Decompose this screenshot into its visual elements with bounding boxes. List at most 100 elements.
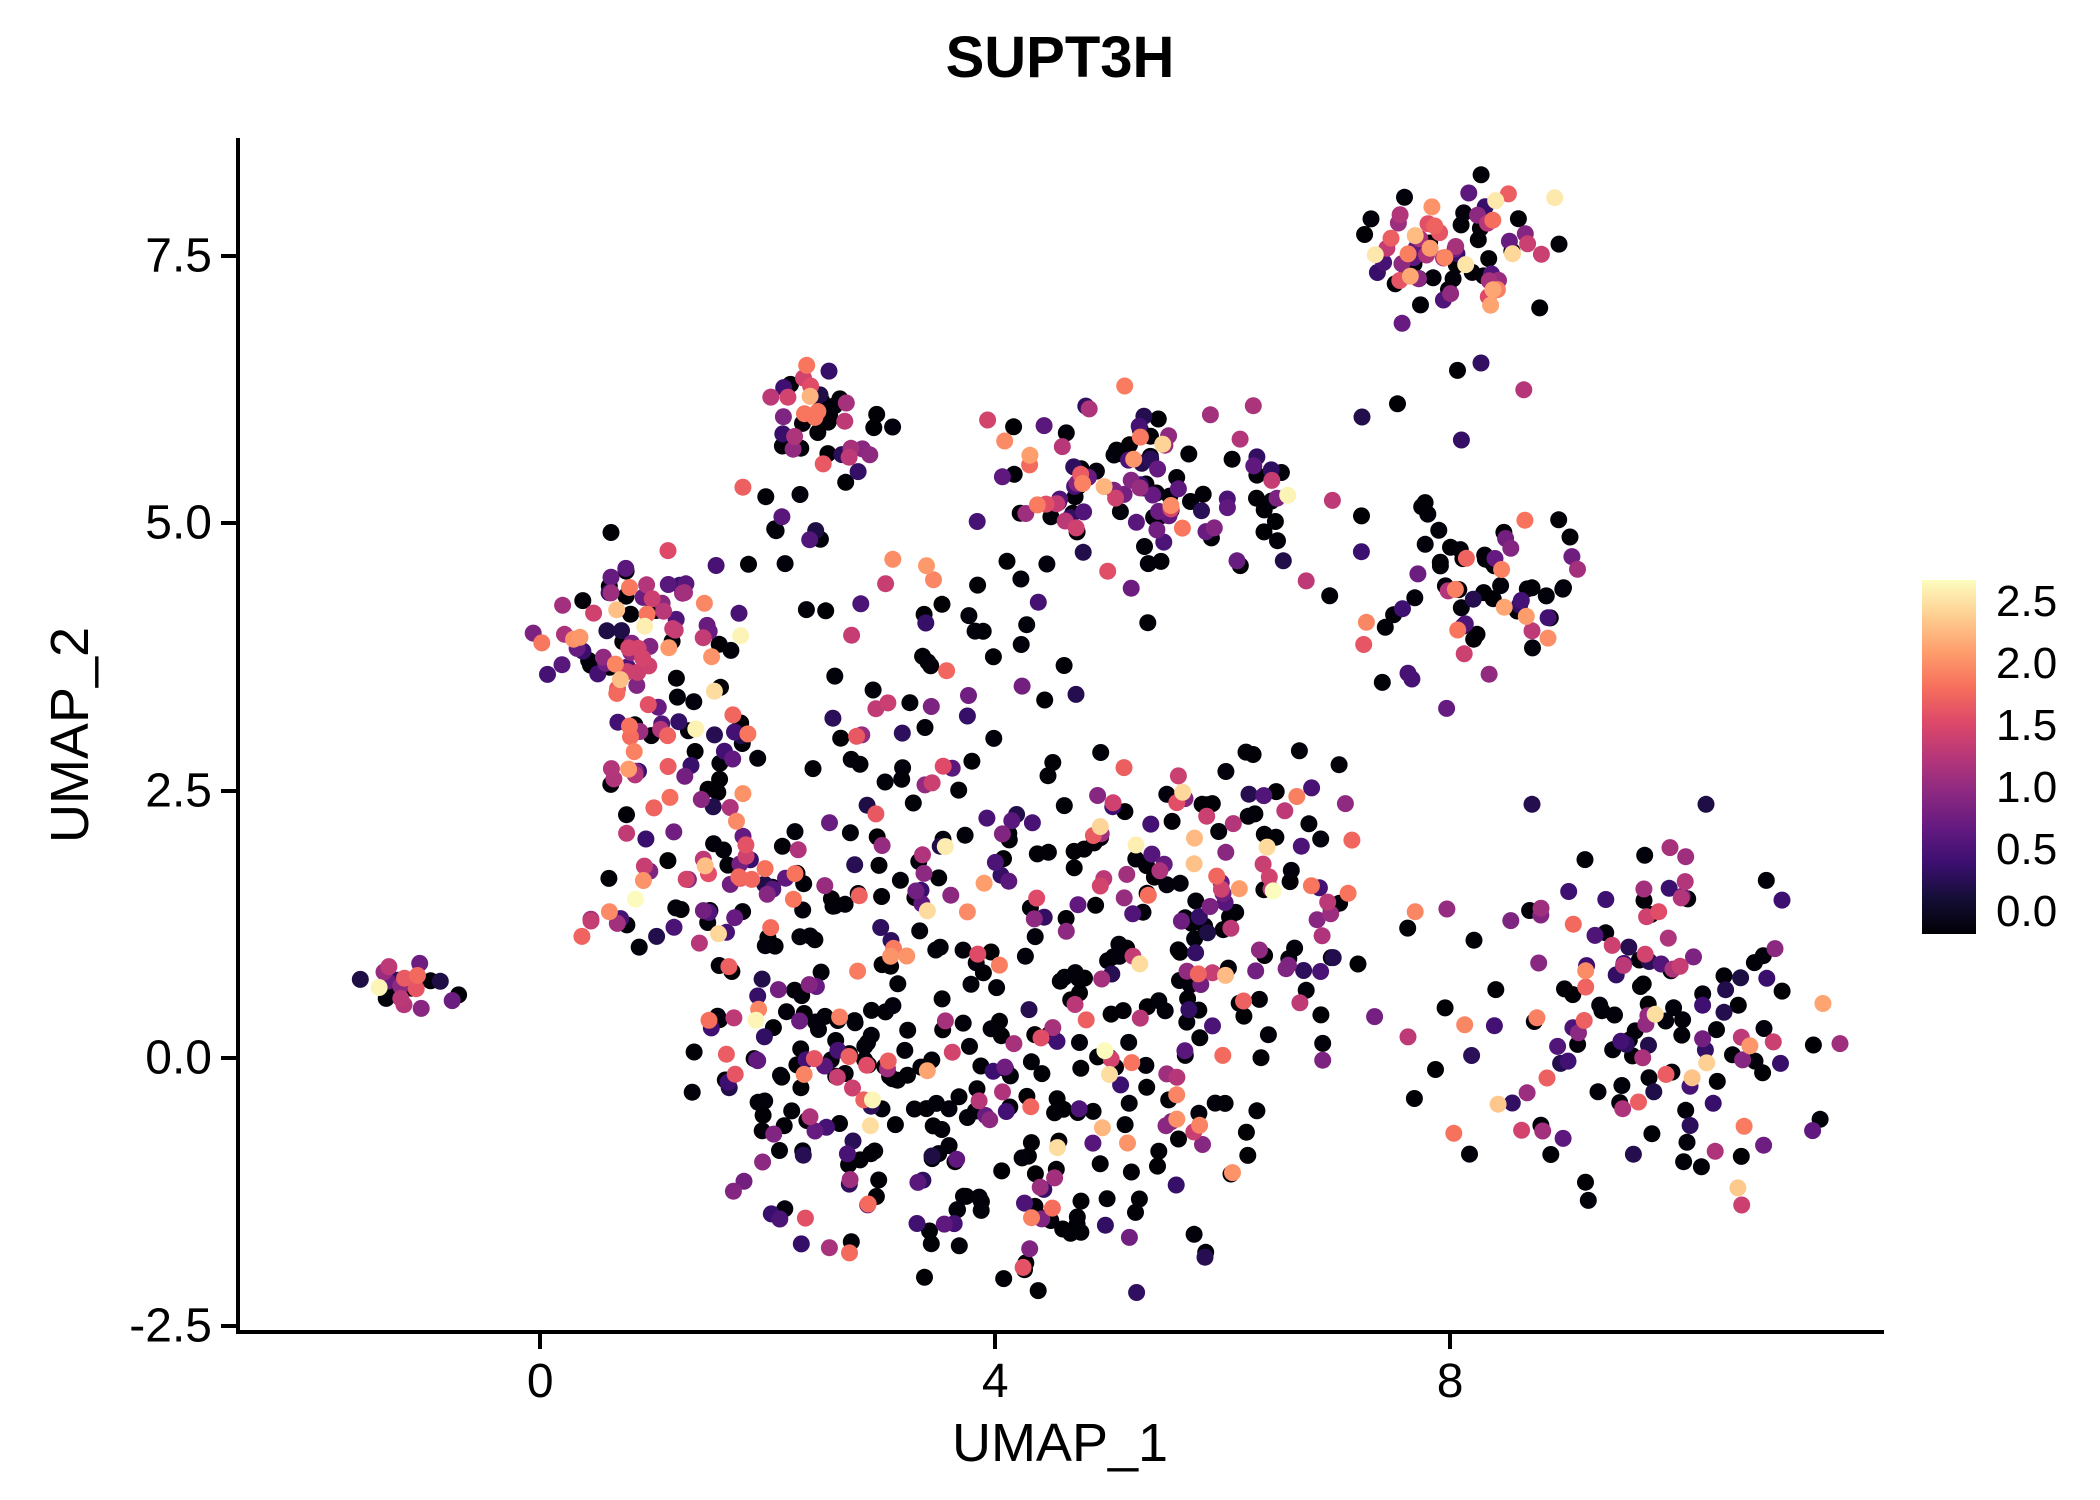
scatter-point <box>786 428 804 445</box>
scatter-point <box>796 405 813 423</box>
x-tick-label: 0 <box>526 1355 554 1408</box>
scatter-point <box>1115 759 1133 777</box>
scatter-point <box>1685 948 1702 966</box>
scatter-point <box>1288 788 1306 805</box>
scatter-point <box>1646 1005 1664 1023</box>
scatter-point <box>1120 1228 1138 1246</box>
scatter-point <box>1455 645 1473 663</box>
scatter-point <box>1530 954 1548 972</box>
scatter-point <box>1704 1094 1722 1112</box>
scatter-point <box>1542 1146 1560 1163</box>
scatter-point <box>1532 899 1550 917</box>
scatter-point <box>879 1052 897 1070</box>
scatter-point <box>1026 928 1044 946</box>
scatter-point <box>1336 795 1354 813</box>
scatter-point <box>968 513 986 530</box>
scatter-point <box>1136 538 1153 555</box>
y-tick-mark <box>221 521 236 526</box>
scatter-point <box>1356 226 1374 243</box>
scatter-point <box>784 890 802 908</box>
scatter-point <box>1396 188 1413 206</box>
scatter-point <box>1449 361 1466 379</box>
scatter-point <box>1406 227 1424 245</box>
scatter-point <box>1186 829 1203 847</box>
scatter-point <box>1012 570 1030 588</box>
scatter-point <box>1065 859 1083 877</box>
scatter-point <box>1449 621 1467 639</box>
scatter-point <box>1300 815 1318 833</box>
scatter-point <box>1230 880 1248 898</box>
scatter-point <box>659 758 677 775</box>
scatter-point <box>1366 1008 1384 1026</box>
y-tick-label: 2.5 <box>145 764 212 818</box>
scatter-point <box>734 785 752 803</box>
scatter-point <box>370 979 388 996</box>
scatter-point <box>1528 1009 1546 1027</box>
scatter-point <box>796 1209 814 1227</box>
scatter-point <box>1152 552 1170 570</box>
scatter-point <box>1167 1176 1185 1194</box>
scatter-point <box>1098 1190 1116 1208</box>
scatter-point <box>1416 535 1434 553</box>
scatter-point <box>1708 1021 1725 1039</box>
plot-panel <box>240 140 1880 1330</box>
scatter-point <box>1012 636 1030 653</box>
scatter-point <box>1330 756 1348 774</box>
scatter-point <box>969 945 987 963</box>
scatter-point <box>884 550 902 568</box>
colorbar-label: 2.5 <box>1996 577 2058 626</box>
scatter-point <box>1104 794 1122 812</box>
scatter-point <box>1095 478 1113 496</box>
scatter-point <box>1116 1116 1134 1134</box>
scatter-point <box>725 1009 743 1027</box>
scatter-point <box>1025 910 1043 928</box>
scatter-point <box>706 726 723 744</box>
scatter-point <box>1247 962 1265 980</box>
scatter-point <box>724 706 742 724</box>
scatter-point <box>602 568 620 586</box>
scatter-point <box>1630 1093 1647 1111</box>
scatter-point <box>1075 503 1093 521</box>
scatter-point <box>757 488 775 506</box>
scatter-point <box>1321 587 1339 605</box>
scatter-point <box>1120 1033 1138 1051</box>
scatter-point <box>950 781 968 799</box>
scatter-point <box>1697 795 1715 813</box>
scatter-point <box>1312 830 1330 848</box>
scatter-point <box>841 1171 859 1188</box>
scatter-point <box>1518 1084 1536 1102</box>
scatter-point <box>872 919 890 936</box>
scatter-point <box>755 1028 773 1046</box>
scatter-point <box>1672 889 1690 907</box>
scatter-point <box>1239 1146 1257 1164</box>
scatter-point <box>694 629 712 647</box>
scatter-point <box>1606 1006 1623 1024</box>
scatter-point <box>864 1091 881 1109</box>
scatter-point <box>1149 460 1167 478</box>
colorbar-label: 1.0 <box>1996 763 2058 812</box>
scatter-point <box>1671 957 1689 975</box>
scatter-point <box>981 1111 999 1129</box>
scatter-point <box>1185 1225 1203 1243</box>
scatter-point <box>1131 479 1149 497</box>
scatter-point <box>407 980 425 998</box>
scatter-point <box>600 903 618 921</box>
scatter-point <box>687 720 705 738</box>
scatter-point <box>1729 996 1747 1014</box>
scatter-point <box>659 852 677 870</box>
scatter-point <box>1206 1094 1224 1112</box>
scatter-point <box>1168 1086 1186 1104</box>
scatter-point <box>1066 996 1084 1013</box>
scatter-point <box>1349 955 1367 973</box>
scatter-point <box>809 403 827 420</box>
scatter-point <box>608 684 626 702</box>
scatter-point <box>1198 807 1216 825</box>
scatter-point <box>1017 505 1035 522</box>
scatter-point <box>695 594 713 612</box>
scatter-point <box>1139 614 1157 632</box>
scatter-point <box>986 853 1004 871</box>
scatter-point <box>634 649 652 667</box>
scatter-point <box>1028 889 1046 907</box>
scatter-point <box>1773 891 1791 909</box>
